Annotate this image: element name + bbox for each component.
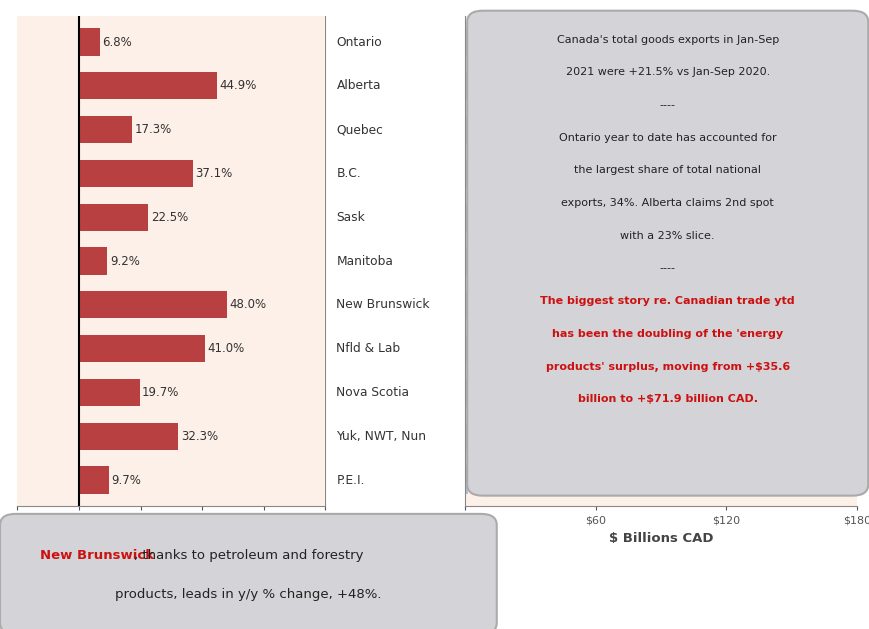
Text: 37.1%: 37.1% xyxy=(196,167,233,180)
Text: Sask: Sask xyxy=(336,211,365,224)
Text: ----: ---- xyxy=(659,100,675,110)
Text: with a 23% slice.: with a 23% slice. xyxy=(620,231,714,241)
Text: $1.2: $1.2 xyxy=(472,474,498,487)
Text: 44.9%: 44.9% xyxy=(219,79,256,92)
Text: Ontario year to date has accounted for: Ontario year to date has accounted for xyxy=(558,133,776,143)
Text: billion to +$71.9 billion CAD.: billion to +$71.9 billion CAD. xyxy=(577,394,757,404)
Text: P.E.I.: P.E.I. xyxy=(336,474,364,487)
Bar xyxy=(79,291,227,318)
Bar xyxy=(79,72,217,99)
Bar xyxy=(79,247,107,275)
Text: 6.8%: 6.8% xyxy=(103,35,132,48)
Bar xyxy=(465,423,470,450)
Bar xyxy=(465,72,677,99)
Bar xyxy=(79,160,193,187)
X-axis label: $ Billions CAD: $ Billions CAD xyxy=(608,532,713,545)
Text: the largest share of total national: the largest share of total national xyxy=(574,165,760,175)
Text: 41.0%: 41.0% xyxy=(208,342,244,355)
Bar xyxy=(79,116,132,143)
Text: $144.2: $144.2 xyxy=(782,35,824,48)
Text: exports, 34%. Alberta claims 2nd spot: exports, 34%. Alberta claims 2nd spot xyxy=(561,198,773,208)
Bar xyxy=(465,467,468,494)
Text: 9.7%: 9.7% xyxy=(111,474,141,487)
Bar xyxy=(79,379,139,406)
Text: $26.5: $26.5 xyxy=(527,211,561,224)
Bar xyxy=(79,204,148,231)
Bar xyxy=(465,247,493,275)
Text: 19.7%: 19.7% xyxy=(142,386,179,399)
Text: $39.5: $39.5 xyxy=(554,167,588,180)
Text: ----: ---- xyxy=(659,264,675,274)
Text: New Brunswick: New Brunswick xyxy=(336,298,429,311)
Bar xyxy=(465,291,488,318)
Text: 32.3%: 32.3% xyxy=(181,430,218,443)
Text: , thanks to petroleum and forestry: , thanks to petroleum and forestry xyxy=(134,549,363,562)
Text: $11.1: $11.1 xyxy=(493,298,527,311)
Bar xyxy=(79,423,178,450)
Bar xyxy=(465,28,778,55)
Text: $4.6: $4.6 xyxy=(479,386,505,399)
Bar xyxy=(465,379,474,406)
Text: 9.2%: 9.2% xyxy=(109,255,139,267)
Text: Nova Scotia: Nova Scotia xyxy=(336,386,409,399)
Text: B.C.: B.C. xyxy=(336,167,361,180)
Bar xyxy=(465,204,522,231)
Text: has been the doubling of the 'energy: has been the doubling of the 'energy xyxy=(552,329,782,339)
Bar xyxy=(79,467,109,494)
Text: Canada's total goods exports in Jan-Sep: Canada's total goods exports in Jan-Sep xyxy=(556,35,778,45)
Bar xyxy=(79,28,100,55)
Bar xyxy=(465,335,488,362)
Text: Yuk, NWT, Nun: Yuk, NWT, Nun xyxy=(336,430,426,443)
Text: products' surplus, moving from +$35.6: products' surplus, moving from +$35.6 xyxy=(545,362,789,372)
Text: 2021 were +21.5% vs Jan-Sep 2020.: 2021 were +21.5% vs Jan-Sep 2020. xyxy=(565,67,769,77)
Text: New Brunswick: New Brunswick xyxy=(40,549,154,562)
Text: Quebec: Quebec xyxy=(336,123,383,136)
Bar xyxy=(79,335,205,362)
Text: 22.5%: 22.5% xyxy=(150,211,188,224)
Text: 48.0%: 48.0% xyxy=(229,298,266,311)
Text: Manitoba: Manitoba xyxy=(336,255,393,267)
Text: products, leads in y/y % change, +48%.: products, leads in y/y % change, +48%. xyxy=(115,588,381,601)
Text: $97.8: $97.8 xyxy=(681,79,715,92)
Text: The biggest story re. Canadian trade ytd: The biggest story re. Canadian trade ytd xyxy=(540,296,794,306)
Bar xyxy=(465,160,550,187)
Bar xyxy=(465,116,620,143)
Text: $11.1: $11.1 xyxy=(493,342,527,355)
X-axis label: % Change Ytd: % Change Ytd xyxy=(119,532,222,545)
Text: $2.5: $2.5 xyxy=(474,430,501,443)
Text: Ontario: Ontario xyxy=(336,35,381,48)
Text: Alberta: Alberta xyxy=(336,79,381,92)
Text: Nfld & Lab: Nfld & Lab xyxy=(336,342,400,355)
Text: 17.3%: 17.3% xyxy=(135,123,172,136)
Text: $71.7: $71.7 xyxy=(625,123,659,136)
Text: $12.9: $12.9 xyxy=(497,255,531,267)
